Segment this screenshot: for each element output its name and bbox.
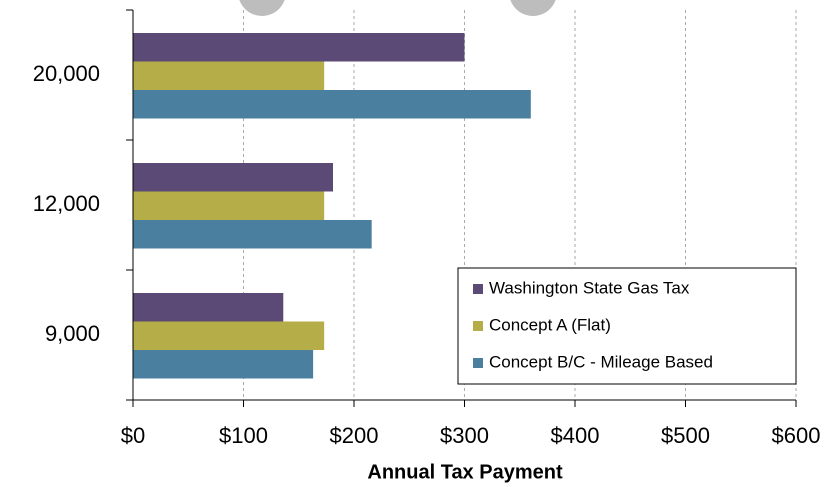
- legend-label: Concept A (Flat): [489, 315, 611, 334]
- x-tick-label: $600: [772, 423, 821, 448]
- bar: [133, 90, 531, 119]
- legend-swatch: [473, 321, 483, 331]
- legend-swatch: [473, 358, 483, 368]
- bar: [133, 163, 333, 192]
- legend-swatch: [473, 284, 483, 294]
- y-tick-label: 20,000: [33, 61, 100, 86]
- legend-label: Washington State Gas Tax: [489, 278, 690, 297]
- x-tick-label: $500: [661, 423, 710, 448]
- x-tick-label: $300: [440, 423, 489, 448]
- x-tick-label: $100: [219, 423, 268, 448]
- decoration: [238, 0, 286, 16]
- x-tick-label: $200: [330, 423, 379, 448]
- x-axis-title: Annual Tax Payment: [367, 461, 563, 483]
- bar: [133, 322, 324, 351]
- y-tick-label: 12,000: [33, 191, 100, 216]
- bar: [133, 33, 465, 62]
- bar: [133, 62, 324, 91]
- bar: [133, 293, 283, 322]
- bar: [133, 350, 313, 379]
- chart: Annual Tax Payment $0 $100 $200 $300 $400 $50…: [0, 0, 831, 487]
- x-tick-label: $0: [121, 423, 145, 448]
- bar: [133, 220, 372, 249]
- decoration: [509, 0, 557, 16]
- legend-label: Concept B/C - Mileage Based: [489, 352, 713, 371]
- x-tick-label: $400: [551, 423, 600, 448]
- y-tick-label: 9,000: [45, 321, 100, 346]
- bar: [133, 192, 324, 221]
